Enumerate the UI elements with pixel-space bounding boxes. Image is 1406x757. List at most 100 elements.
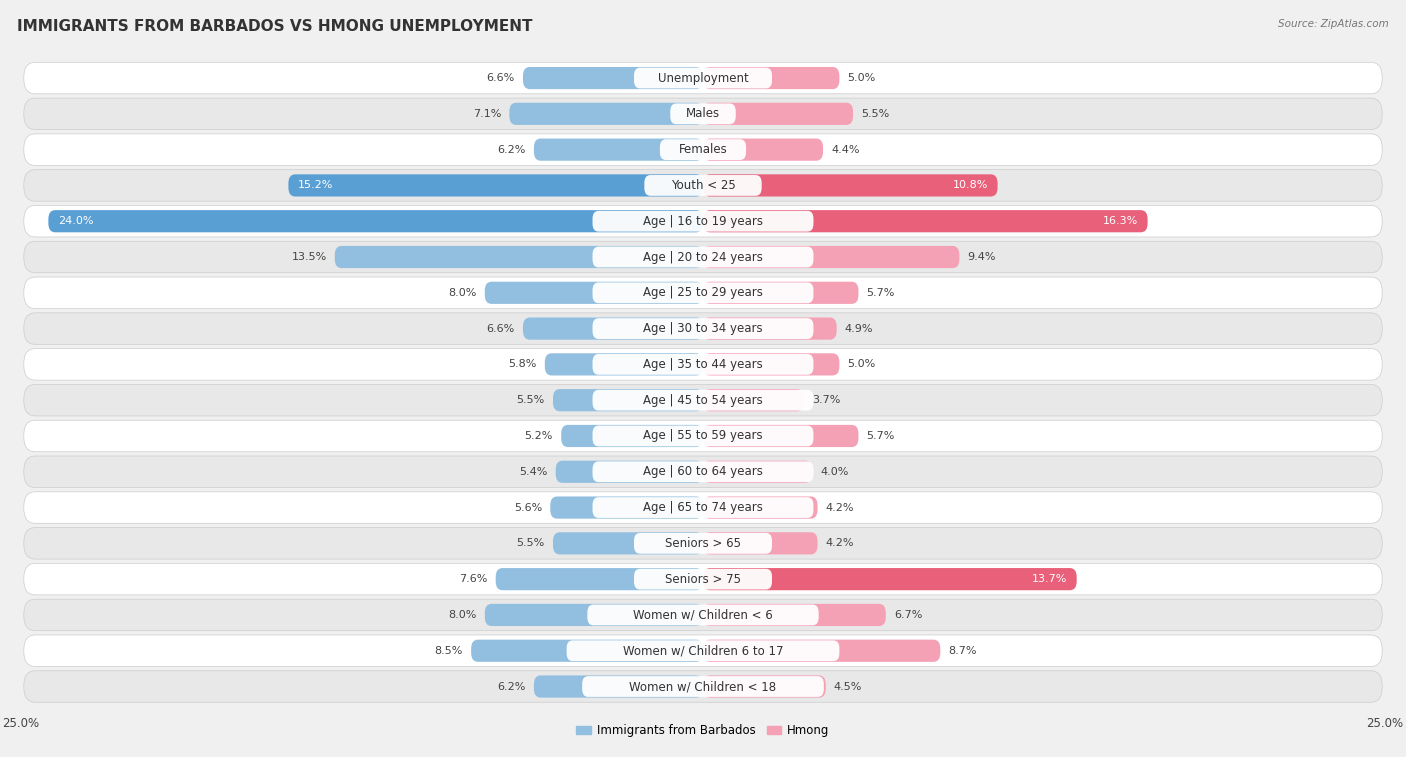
FancyBboxPatch shape bbox=[335, 246, 703, 268]
Text: 6.6%: 6.6% bbox=[486, 73, 515, 83]
Text: Age | 25 to 29 years: Age | 25 to 29 years bbox=[643, 286, 763, 299]
Text: 24.0%: 24.0% bbox=[58, 217, 93, 226]
FancyBboxPatch shape bbox=[592, 282, 814, 304]
Text: 9.4%: 9.4% bbox=[967, 252, 995, 262]
Text: 13.5%: 13.5% bbox=[291, 252, 326, 262]
FancyBboxPatch shape bbox=[703, 246, 959, 268]
FancyBboxPatch shape bbox=[24, 563, 1382, 595]
FancyBboxPatch shape bbox=[703, 139, 823, 160]
FancyBboxPatch shape bbox=[703, 282, 859, 304]
FancyBboxPatch shape bbox=[553, 532, 703, 554]
Text: Source: ZipAtlas.com: Source: ZipAtlas.com bbox=[1278, 19, 1389, 29]
FancyBboxPatch shape bbox=[588, 605, 818, 625]
Text: 5.0%: 5.0% bbox=[848, 360, 876, 369]
FancyBboxPatch shape bbox=[703, 389, 804, 411]
FancyBboxPatch shape bbox=[24, 385, 1382, 416]
Text: Age | 60 to 64 years: Age | 60 to 64 years bbox=[643, 466, 763, 478]
Text: 16.3%: 16.3% bbox=[1102, 217, 1137, 226]
FancyBboxPatch shape bbox=[634, 569, 772, 590]
FancyBboxPatch shape bbox=[24, 205, 1382, 237]
Text: Youth < 25: Youth < 25 bbox=[671, 179, 735, 192]
FancyBboxPatch shape bbox=[703, 67, 839, 89]
FancyBboxPatch shape bbox=[24, 98, 1382, 129]
FancyBboxPatch shape bbox=[555, 461, 703, 483]
FancyBboxPatch shape bbox=[703, 354, 839, 375]
FancyBboxPatch shape bbox=[496, 568, 703, 590]
FancyBboxPatch shape bbox=[703, 604, 886, 626]
FancyBboxPatch shape bbox=[634, 533, 772, 553]
FancyBboxPatch shape bbox=[534, 139, 703, 160]
Text: 6.2%: 6.2% bbox=[498, 681, 526, 692]
FancyBboxPatch shape bbox=[703, 532, 817, 554]
FancyBboxPatch shape bbox=[703, 675, 825, 698]
Text: 5.6%: 5.6% bbox=[513, 503, 543, 512]
FancyBboxPatch shape bbox=[553, 389, 703, 411]
Text: 6.2%: 6.2% bbox=[498, 145, 526, 154]
Text: 8.0%: 8.0% bbox=[449, 288, 477, 298]
FancyBboxPatch shape bbox=[582, 676, 824, 697]
FancyBboxPatch shape bbox=[24, 635, 1382, 666]
Text: 5.7%: 5.7% bbox=[866, 288, 896, 298]
FancyBboxPatch shape bbox=[24, 420, 1382, 452]
FancyBboxPatch shape bbox=[703, 174, 998, 197]
FancyBboxPatch shape bbox=[592, 390, 814, 410]
FancyBboxPatch shape bbox=[485, 282, 703, 304]
Text: 10.8%: 10.8% bbox=[953, 180, 988, 191]
Text: 4.2%: 4.2% bbox=[825, 503, 855, 512]
Text: Seniors > 75: Seniors > 75 bbox=[665, 572, 741, 586]
FancyBboxPatch shape bbox=[644, 175, 762, 196]
FancyBboxPatch shape bbox=[24, 277, 1382, 309]
Text: 7.1%: 7.1% bbox=[472, 109, 501, 119]
FancyBboxPatch shape bbox=[544, 354, 703, 375]
FancyBboxPatch shape bbox=[509, 103, 703, 125]
Text: Males: Males bbox=[686, 107, 720, 120]
Text: Age | 35 to 44 years: Age | 35 to 44 years bbox=[643, 358, 763, 371]
Text: 4.9%: 4.9% bbox=[845, 323, 873, 334]
Text: 7.6%: 7.6% bbox=[460, 574, 488, 584]
FancyBboxPatch shape bbox=[24, 134, 1382, 165]
FancyBboxPatch shape bbox=[48, 210, 703, 232]
Text: 15.2%: 15.2% bbox=[298, 180, 333, 191]
FancyBboxPatch shape bbox=[24, 241, 1382, 273]
FancyBboxPatch shape bbox=[592, 425, 814, 447]
FancyBboxPatch shape bbox=[550, 497, 703, 519]
FancyBboxPatch shape bbox=[703, 317, 837, 340]
Text: 5.7%: 5.7% bbox=[866, 431, 896, 441]
FancyBboxPatch shape bbox=[567, 640, 839, 661]
Text: 6.6%: 6.6% bbox=[486, 323, 515, 334]
FancyBboxPatch shape bbox=[592, 211, 814, 232]
FancyBboxPatch shape bbox=[471, 640, 703, 662]
Text: 8.0%: 8.0% bbox=[449, 610, 477, 620]
FancyBboxPatch shape bbox=[24, 349, 1382, 380]
Text: 5.5%: 5.5% bbox=[862, 109, 890, 119]
FancyBboxPatch shape bbox=[703, 497, 817, 519]
Text: 13.7%: 13.7% bbox=[1032, 574, 1067, 584]
FancyBboxPatch shape bbox=[24, 170, 1382, 201]
Text: 4.2%: 4.2% bbox=[825, 538, 855, 548]
Text: Women w/ Children < 18: Women w/ Children < 18 bbox=[630, 680, 776, 693]
FancyBboxPatch shape bbox=[703, 210, 1147, 232]
Text: Age | 45 to 54 years: Age | 45 to 54 years bbox=[643, 394, 763, 407]
Text: 5.8%: 5.8% bbox=[508, 360, 537, 369]
FancyBboxPatch shape bbox=[24, 456, 1382, 488]
Text: Females: Females bbox=[679, 143, 727, 156]
FancyBboxPatch shape bbox=[703, 103, 853, 125]
Text: 3.7%: 3.7% bbox=[813, 395, 841, 405]
Legend: Immigrants from Barbados, Hmong: Immigrants from Barbados, Hmong bbox=[572, 719, 834, 742]
Text: Age | 16 to 19 years: Age | 16 to 19 years bbox=[643, 215, 763, 228]
Text: 5.0%: 5.0% bbox=[848, 73, 876, 83]
Text: 5.5%: 5.5% bbox=[516, 395, 544, 405]
Text: Seniors > 65: Seniors > 65 bbox=[665, 537, 741, 550]
FancyBboxPatch shape bbox=[592, 497, 814, 518]
Text: 5.4%: 5.4% bbox=[519, 467, 547, 477]
Text: Unemployment: Unemployment bbox=[658, 72, 748, 85]
FancyBboxPatch shape bbox=[592, 354, 814, 375]
Text: IMMIGRANTS FROM BARBADOS VS HMONG UNEMPLOYMENT: IMMIGRANTS FROM BARBADOS VS HMONG UNEMPL… bbox=[17, 19, 533, 34]
FancyBboxPatch shape bbox=[634, 67, 772, 89]
FancyBboxPatch shape bbox=[703, 461, 813, 483]
FancyBboxPatch shape bbox=[24, 62, 1382, 94]
FancyBboxPatch shape bbox=[24, 313, 1382, 344]
Text: 8.7%: 8.7% bbox=[949, 646, 977, 656]
FancyBboxPatch shape bbox=[523, 67, 703, 89]
Text: Age | 30 to 34 years: Age | 30 to 34 years bbox=[643, 322, 763, 335]
